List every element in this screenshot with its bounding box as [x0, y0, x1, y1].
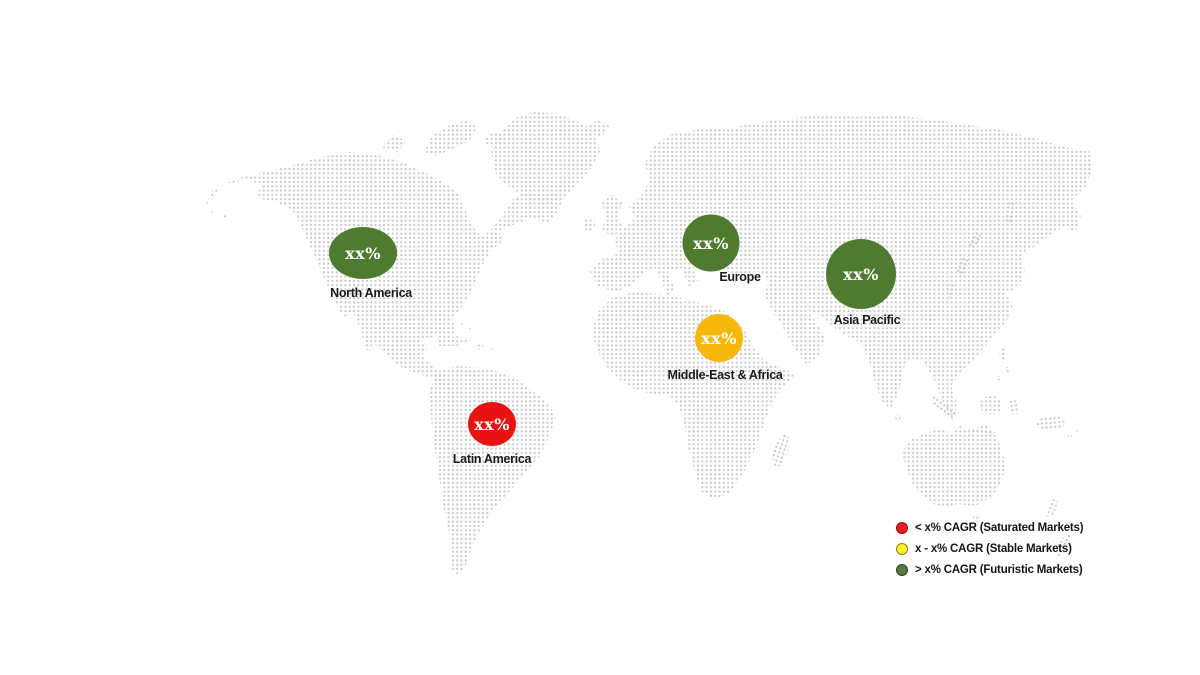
region-bubble — [695, 314, 743, 362]
continent-south-america — [429, 366, 556, 576]
region-value: xx% — [843, 265, 879, 284]
continents-group — [206, 112, 1093, 576]
island-philippines — [995, 375, 1001, 381]
region-value: xx% — [345, 244, 381, 263]
island-small — [211, 211, 215, 215]
continent-north-america — [206, 152, 564, 397]
region-label: Middle-East & Africa — [667, 368, 783, 382]
region-marker-north-america: xx% North America — [329, 227, 414, 300]
region-value: xx% — [474, 415, 510, 434]
arctic-islands — [424, 120, 478, 156]
legend-dot-yellow — [896, 542, 908, 555]
legend-label: x - x% CAGR (Stable Markets) — [915, 542, 1072, 555]
legend-dot-red — [896, 521, 908, 534]
continent-australia — [902, 424, 1006, 508]
legend-label: < x% CAGR (Saturated Markets) — [915, 521, 1084, 534]
island-small — [468, 328, 472, 332]
island-small — [461, 323, 465, 327]
continent-africa — [592, 292, 796, 500]
legend-label: > x% CAGR (Futuristic Markets) — [915, 563, 1083, 576]
cagr-legend: < x% CAGR (Saturated Markets) x - x% CAG… — [896, 521, 1084, 576]
legend-item-stable: x - x% CAGR (Stable Markets) — [896, 542, 1083, 555]
island-new-zealand — [1046, 498, 1058, 518]
legend-item-futuristic: > x% CAGR (Futuristic Markets) — [896, 563, 1083, 576]
region-marker-latin-america: xx% Latin America — [453, 402, 533, 466]
island-great-britain — [600, 195, 624, 237]
island-small — [1076, 428, 1080, 432]
region-label: Europe — [719, 270, 761, 284]
region-bubble — [826, 239, 896, 309]
island-small — [491, 346, 495, 350]
region-value: xx% — [693, 234, 729, 253]
island-new-zealand — [1055, 534, 1071, 558]
region-value: xx% — [701, 329, 737, 348]
island-ireland — [583, 217, 595, 231]
island-sulawesi — [1009, 399, 1019, 415]
island-japan — [957, 255, 969, 277]
legend-item-saturated: < x% CAGR (Saturated Markets) — [896, 521, 1084, 534]
island-tasmania — [973, 514, 981, 522]
region-bubble — [329, 227, 397, 279]
arctic-islands — [381, 135, 407, 152]
region-bubble — [468, 402, 516, 446]
island-cuba — [436, 336, 471, 346]
island-japan — [969, 231, 981, 249]
region-marker-middle-east-africa: xx% Middle-East & Africa — [667, 314, 784, 382]
island-philippines — [999, 348, 1007, 362]
region-label: North America — [330, 286, 413, 300]
island-hispaniola — [474, 344, 484, 350]
island-japan — [946, 282, 956, 298]
legend-dot-green — [896, 563, 908, 576]
island-borneo — [980, 396, 1002, 414]
region-marker-europe: xx% Europe — [682, 214, 761, 284]
island-philippines — [1005, 367, 1011, 373]
island-sri-lanka — [895, 414, 901, 420]
region-bubble — [682, 214, 740, 272]
island-new-guinea — [1036, 415, 1066, 431]
region-marker-asia-pacific: xx% Asia Pacific — [826, 239, 901, 327]
island-small — [1067, 434, 1073, 440]
island-sumatra — [931, 396, 957, 418]
island-small — [223, 215, 227, 219]
region-label: Latin America — [453, 452, 533, 466]
island-iceland — [584, 120, 610, 136]
island-sakhalin — [1005, 199, 1015, 225]
continent-greenland — [491, 112, 600, 205]
region-label: Asia Pacific — [834, 313, 901, 327]
island-madagascar — [772, 434, 790, 468]
